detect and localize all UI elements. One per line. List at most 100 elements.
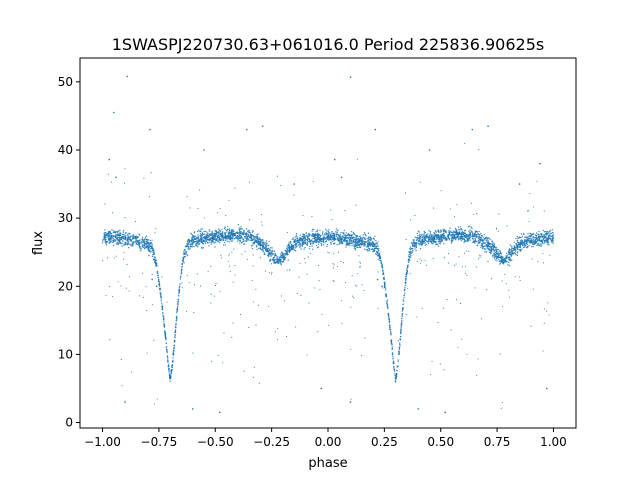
data-point	[440, 190, 442, 192]
data-point	[249, 219, 251, 221]
data-point	[415, 245, 417, 248]
data-point	[395, 374, 398, 376]
data-point	[125, 242, 127, 245]
data-point	[551, 239, 554, 241]
outlier-point	[471, 128, 474, 131]
data-point	[127, 240, 129, 243]
data-point	[294, 238, 297, 241]
data-point	[102, 240, 104, 242]
data-point	[234, 187, 236, 189]
data-point	[197, 241, 199, 244]
data-point	[330, 209, 332, 211]
data-point	[309, 241, 311, 243]
data-point	[173, 344, 176, 347]
data-point	[508, 289, 510, 291]
data-point	[259, 238, 262, 240]
data-point	[401, 313, 404, 315]
data-point	[163, 323, 165, 326]
data-point	[471, 202, 473, 204]
data-point	[220, 232, 223, 235]
data-point	[154, 403, 156, 405]
data-point	[312, 242, 314, 245]
data-point	[427, 242, 430, 245]
data-point	[406, 268, 408, 270]
data-point	[516, 246, 518, 249]
data-point	[352, 231, 355, 234]
data-point	[183, 250, 185, 253]
data-point	[200, 230, 202, 233]
data-point	[516, 235, 519, 238]
data-point	[198, 239, 200, 241]
data-point	[322, 234, 324, 236]
data-point	[168, 372, 170, 374]
data-point	[519, 250, 522, 252]
data-point	[409, 253, 412, 255]
data-point	[497, 230, 499, 232]
data-point	[354, 247, 356, 250]
data-point	[402, 307, 404, 309]
data-point	[330, 239, 332, 241]
data-point	[318, 233, 321, 235]
data-point	[144, 236, 147, 239]
data-point	[257, 242, 259, 244]
data-point	[474, 236, 477, 238]
data-point	[543, 262, 545, 264]
data-point	[497, 257, 499, 259]
data-point	[369, 237, 372, 239]
data-point	[295, 236, 297, 238]
data-point	[126, 264, 128, 266]
data-point	[222, 244, 225, 246]
data-point	[447, 235, 450, 237]
data-point	[377, 253, 379, 255]
data-point	[532, 235, 534, 238]
data-point	[518, 246, 521, 249]
data-point	[306, 241, 308, 243]
data-point	[552, 234, 555, 236]
data-point	[294, 249, 297, 252]
data-point	[351, 242, 354, 244]
data-point	[261, 244, 263, 247]
data-point	[101, 242, 104, 244]
data-point	[467, 234, 470, 236]
data-point	[173, 350, 175, 352]
data-point	[280, 260, 282, 263]
data-point	[428, 230, 430, 232]
data-point	[515, 237, 517, 240]
data-point	[485, 239, 487, 242]
data-point	[474, 232, 476, 234]
outlier-point	[444, 411, 447, 414]
data-point	[254, 235, 256, 238]
data-point	[130, 244, 132, 246]
data-point	[427, 233, 429, 235]
data-point	[172, 359, 174, 362]
data-point	[190, 232, 192, 234]
data-point	[295, 245, 298, 247]
data-point	[375, 242, 378, 245]
data-point	[428, 237, 431, 239]
data-point	[457, 232, 459, 235]
data-point	[418, 244, 420, 246]
data-point	[414, 248, 416, 250]
data-point	[200, 235, 202, 237]
data-point	[313, 287, 315, 289]
data-point	[461, 230, 464, 233]
data-point	[478, 254, 481, 256]
data-point	[486, 248, 488, 250]
data-point	[253, 238, 255, 241]
data-point	[224, 226, 226, 229]
data-point	[261, 221, 263, 223]
data-point	[120, 238, 122, 240]
data-point	[393, 365, 395, 368]
data-point	[369, 244, 371, 246]
data-point	[317, 264, 320, 267]
data-point	[516, 252, 519, 254]
data-point	[233, 235, 235, 237]
data-point	[151, 247, 153, 250]
data-point	[317, 238, 320, 240]
data-point	[224, 232, 226, 234]
data-point	[366, 238, 368, 240]
data-point	[307, 233, 310, 235]
data-point	[218, 232, 220, 235]
data-point	[252, 265, 254, 267]
data-point	[194, 231, 196, 233]
